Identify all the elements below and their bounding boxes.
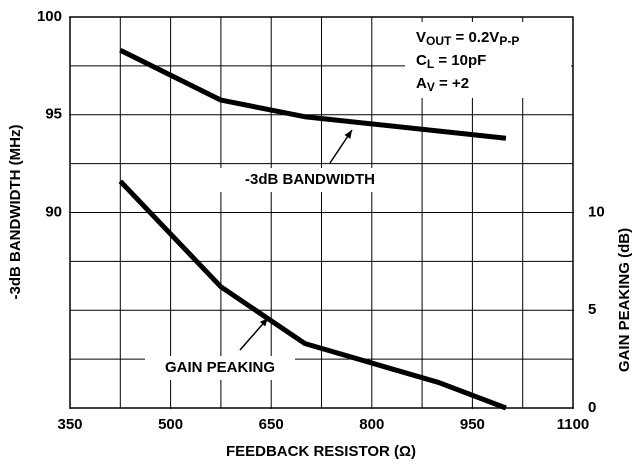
condition-text: V xyxy=(416,29,426,46)
condition-sub: L xyxy=(427,57,434,71)
y2-tick-label: 10 xyxy=(588,203,605,220)
condition: CL = 10pF xyxy=(416,52,486,71)
condition-sub: V xyxy=(427,80,435,94)
series-line xyxy=(119,47,507,141)
x-tick-label: 650 xyxy=(259,416,284,433)
y-tick-label: 100 xyxy=(37,8,62,25)
x-tick-label: 350 xyxy=(57,416,82,433)
series-label: -3dB BANDWIDTH xyxy=(245,171,375,188)
label-bg xyxy=(145,356,295,380)
series-label: GAIN PEAKING xyxy=(165,359,275,376)
y-tick-label: 95 xyxy=(45,106,62,123)
y2-axis-title: GAIN PEAKING (dB) xyxy=(616,228,633,372)
condition-sub: OUT xyxy=(426,34,452,48)
condition-sub: P-P xyxy=(499,34,519,48)
condition: AV = +2 xyxy=(416,75,469,94)
series-line xyxy=(118,179,507,411)
arrow-head xyxy=(344,130,352,139)
condition-text: A xyxy=(416,75,427,92)
x-tick-label: 950 xyxy=(460,416,485,433)
x-tick-label: 1100 xyxy=(557,416,590,433)
y2-tick-label: 0 xyxy=(588,399,596,416)
x-tick-label: 500 xyxy=(158,416,183,433)
label-bg xyxy=(219,168,401,192)
condition-text: = 0.2V xyxy=(451,29,499,46)
y2-tick-label: 5 xyxy=(588,301,596,318)
condition: VOUT = 0.2VP-P xyxy=(416,29,519,48)
x-tick-label: 800 xyxy=(359,416,384,433)
conditions-bg xyxy=(405,22,571,98)
y-tick-label: 90 xyxy=(45,203,62,220)
condition-text: = +2 xyxy=(435,75,469,92)
condition-text: = 10pF xyxy=(434,52,486,69)
arrow-head xyxy=(259,318,268,327)
y-axis-title: -3dB BANDWIDTH (MHz) xyxy=(7,125,24,300)
condition-text: C xyxy=(416,52,427,69)
x-axis-title: FEEDBACK RESISTOR (Ω) xyxy=(226,443,416,460)
